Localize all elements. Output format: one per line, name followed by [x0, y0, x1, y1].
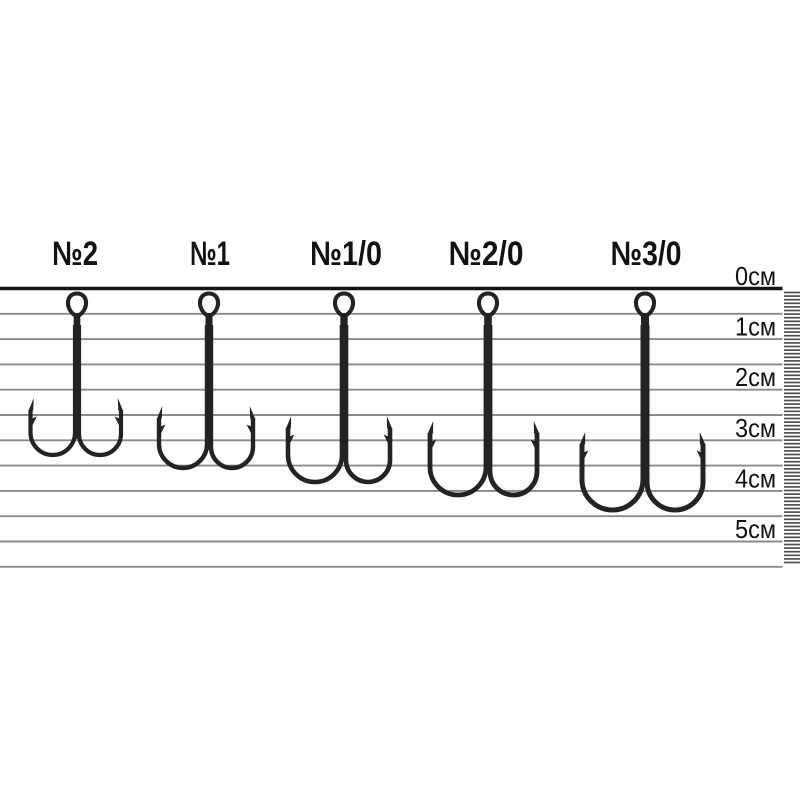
hook-figure-4: №2/0: [427, 235, 540, 498]
gridlines: [0, 286, 783, 568]
hook-right-barb: [696, 450, 703, 462]
hook-right-point: [386, 416, 393, 429]
hook-right-bend: [76, 325, 124, 458]
hook-right-bend: [487, 325, 540, 498]
hook-right-bend: [343, 325, 393, 485]
ruler-cm-label: 5см: [735, 514, 776, 544]
hook-right-point: [117, 398, 124, 411]
hook-right-barb: [530, 439, 537, 451]
hook-right-bend: [644, 325, 706, 513]
hook-eye: [476, 291, 500, 318]
hook-size-label: №1/0: [310, 235, 382, 273]
hook-left-point: [427, 421, 434, 434]
hook-right-barb: [383, 434, 390, 446]
hook-right-point: [249, 406, 256, 419]
hook-left-barb: [159, 424, 166, 436]
hook-left-bend: [579, 325, 646, 513]
hook-size-label: №3/0: [611, 235, 682, 273]
hook-right-point: [699, 432, 706, 445]
hook-left-bend: [427, 325, 489, 498]
hook-eye: [65, 291, 89, 318]
hook-eye: [633, 291, 657, 318]
hook-figure-3: №1/0: [285, 235, 393, 485]
hook-size-label: №2/0: [449, 235, 524, 273]
hook-size-label: №1: [190, 235, 230, 273]
ruler-cm-label: 0см: [735, 261, 776, 291]
hook-figure-5: №3/0: [579, 235, 706, 513]
hook-figure-1: №2: [28, 235, 124, 458]
hook-left-bend: [28, 325, 78, 458]
hook-left-bend: [285, 325, 345, 485]
ruler-tick-strip: [784, 291, 800, 564]
hook-left-barb: [430, 439, 437, 451]
hook-right-barb: [246, 424, 253, 436]
ruler-cm-label: 4см: [735, 463, 776, 493]
ruler-cm-label: 2см: [735, 362, 776, 392]
hook-left-barb: [582, 450, 589, 462]
hook-right-barb: [114, 416, 121, 428]
hook-eye: [332, 291, 356, 318]
hook-left-point: [285, 416, 292, 429]
hook-left-point: [156, 406, 163, 419]
hook-left-bend: [156, 325, 210, 471]
hook-right-bend: [208, 325, 256, 471]
hook-eye: [197, 291, 221, 318]
hook-left-barb: [288, 434, 295, 446]
ruler-cm-label: 3см: [735, 413, 776, 443]
hook-right-point: [533, 421, 540, 434]
hook-left-point: [28, 398, 34, 411]
ruler-cm-label: 1см: [735, 312, 776, 342]
hook-figure-2: №1: [156, 235, 256, 471]
hook-size-label: №2: [52, 235, 98, 273]
hook-left-point: [579, 432, 586, 445]
hook-left-barb: [31, 416, 37, 428]
